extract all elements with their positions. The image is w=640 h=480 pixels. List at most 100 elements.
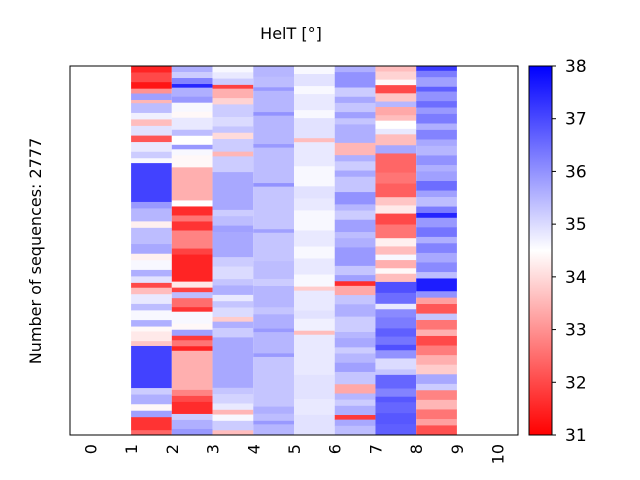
heatmap-cell-col2-seg1: [171, 72, 213, 79]
heatmap-cell-col5-seg1: [294, 74, 335, 87]
heatmap-cell-col6-seg15: [334, 210, 376, 221]
heatmap-cell-col8-seg2: [416, 77, 457, 88]
heatmap-cell-col1-seg19: [131, 244, 172, 255]
heatmap-cell-col2-seg24: [171, 292, 213, 299]
heatmap-cell-col6-seg0: [334, 66, 376, 73]
heatmap-cell-col2-seg8: [171, 117, 213, 131]
heatmap-cell-col2-seg26: [171, 307, 213, 313]
heatmap-cell-col5-seg16: [294, 286, 335, 292]
heatmap-cell-col1-seg15: [131, 201, 172, 209]
heatmap-cell-col6-seg22: [334, 281, 376, 287]
heatmap-cell-col2-seg39: [171, 428, 213, 435]
heatmap-cell-col8-seg9: [416, 129, 457, 140]
heatmap-cell-col6-seg32: [334, 371, 376, 385]
heatmap-cell-col4-seg4: [253, 112, 294, 117]
heatmap-cell-col6-seg7: [334, 124, 376, 144]
heatmap-cell-col2-seg0: [171, 66, 213, 73]
colorbar-tick-label-31: 31: [565, 426, 587, 446]
colorbar-tick-label-33: 33: [565, 321, 587, 341]
heatmap-cell-col2-seg31: [171, 340, 213, 347]
heatmap-cell-col2-seg10: [171, 135, 213, 146]
heatmap-cell-col2-seg17: [171, 215, 213, 222]
heatmap-cell-col1-seg39: [131, 430, 172, 435]
heatmap-cell-col1-seg7: [131, 112, 172, 120]
heatmap-cell-col1-seg2: [131, 82, 172, 90]
heatmap-cell-col8-seg14: [416, 171, 457, 182]
heatmap-cell-col2-seg7: [171, 111, 213, 119]
heatmap-cell-col3-seg12: [212, 156, 254, 173]
heatmap-cell-col3-seg4: [212, 88, 254, 99]
heatmap-cell-col1-seg36: [131, 404, 172, 412]
heatmap-cell-col6-seg12: [334, 176, 376, 193]
heatmap-cell-col2-seg9: [171, 129, 213, 137]
heatmap-cell-col3-seg30: [212, 394, 254, 404]
heatmap-cell-col8-seg7: [416, 113, 457, 124]
heatmap-cell-col7-seg34: [375, 358, 417, 370]
heatmap-cell-col8-seg28: [416, 291, 457, 299]
colorbar-ticks: 31 32 33 34 35 36 37 38: [552, 57, 587, 446]
heatmap-cell-col7-seg24: [375, 273, 417, 283]
heatmap-cell-col2-seg4: [171, 87, 213, 98]
heatmap-cell-col6-seg5: [334, 112, 376, 119]
heatmap-cell-col1-seg37: [131, 410, 172, 418]
heatmap-cell-col8-seg38: [416, 374, 457, 385]
heatmap-cells: [131, 66, 457, 435]
heatmap-cell-col6-seg8: [334, 142, 376, 156]
heatmap-cell-col4-seg22: [253, 413, 294, 422]
heatmap-cell-col7-seg18: [375, 224, 417, 239]
heatmap-cell-col6-seg19: [334, 247, 376, 267]
colorbar-tick-label-37: 37: [565, 110, 587, 130]
heatmap-cell-col3-seg10: [212, 139, 254, 153]
heatmap-cell-col2-seg21: [171, 254, 213, 283]
heatmap-cell-col4-seg9: [253, 186, 294, 230]
heatmap-cell-col3-seg20: [212, 279, 254, 286]
heatmap-cell-col5-seg2: [294, 86, 335, 95]
heatmap-cell-col2-seg30: [171, 335, 213, 341]
heatmap-cell-col6-seg1: [334, 72, 376, 88]
heatmap-cell-col7-seg14: [375, 183, 417, 198]
heatmap-cell-col8-seg4: [416, 91, 457, 102]
colorbar-tick-label-36: 36: [565, 162, 587, 182]
heatmap-cell-col5-seg5: [294, 118, 335, 139]
heatmap-cell-col7-seg32: [375, 344, 417, 351]
heatmap-cell-col4-seg13: [253, 278, 294, 287]
heatmap-cell-col3-seg11: [212, 151, 254, 157]
heatmap-cell-col1-seg34: [131, 388, 172, 395]
heatmap-cell-col1-seg32: [131, 341, 172, 347]
heatmap-cell-col7-seg22: [375, 260, 417, 269]
heatmap-cell-col4-seg18: [253, 332, 294, 354]
heatmap-cell-col8-seg23: [416, 243, 457, 254]
heatmap-cell-col3-seg34: [212, 420, 254, 431]
heatmap-cell-col6-seg20: [334, 265, 376, 276]
heatmap-cell-col2-seg2: [171, 78, 213, 85]
heatmap-cell-col7-seg11: [375, 145, 417, 154]
heatmap-cell-col2-seg20: [171, 248, 213, 255]
x-tick-label-10: 10: [489, 444, 508, 464]
heatmap-cell-col7-seg9: [375, 128, 417, 135]
heatmap-cell-col6-seg4: [334, 102, 376, 113]
heatmap-cell-col3-seg32: [212, 409, 254, 415]
heatmap-cell-col7-seg26: [375, 292, 417, 305]
heatmap-cell-col6-seg37: [334, 415, 376, 421]
heatmap-cell-col6-seg3: [334, 96, 376, 104]
heatmap-cell-col1-seg30: [131, 326, 172, 332]
heatmap-cell-col7-seg27: [375, 303, 417, 310]
heatmap-cell-col7-seg28: [375, 309, 417, 318]
heatmap-cell-col6-seg25: [334, 304, 376, 318]
heatmap-cell-col1-seg26: [131, 294, 172, 305]
heatmap-cell-col7-seg6: [375, 107, 417, 116]
heatmap-cell-col4-seg10: [253, 229, 294, 234]
heatmap-cell-col2-seg13: [171, 155, 213, 168]
heatmap-cell-col5-seg19: [294, 318, 335, 332]
colorbar-tick-label-38: 38: [565, 57, 587, 77]
heatmap-cell-col4-seg21: [253, 406, 294, 415]
heatmap-cell-col4-seg7: [253, 147, 294, 184]
heatmap-cell-col8-seg32: [416, 319, 457, 330]
heatmap-cell-col1-seg0: [131, 66, 172, 73]
heatmap-cell-col6-seg14: [334, 204, 376, 211]
heatmap-cell-col4-seg11: [253, 232, 294, 262]
heatmap-cell-col3-seg17: [212, 231, 254, 258]
heatmap-cell-col2-seg35: [171, 395, 213, 403]
heatmap-cell-col7-seg33: [375, 350, 417, 359]
heatmap-cell-col2-seg23: [171, 287, 213, 293]
